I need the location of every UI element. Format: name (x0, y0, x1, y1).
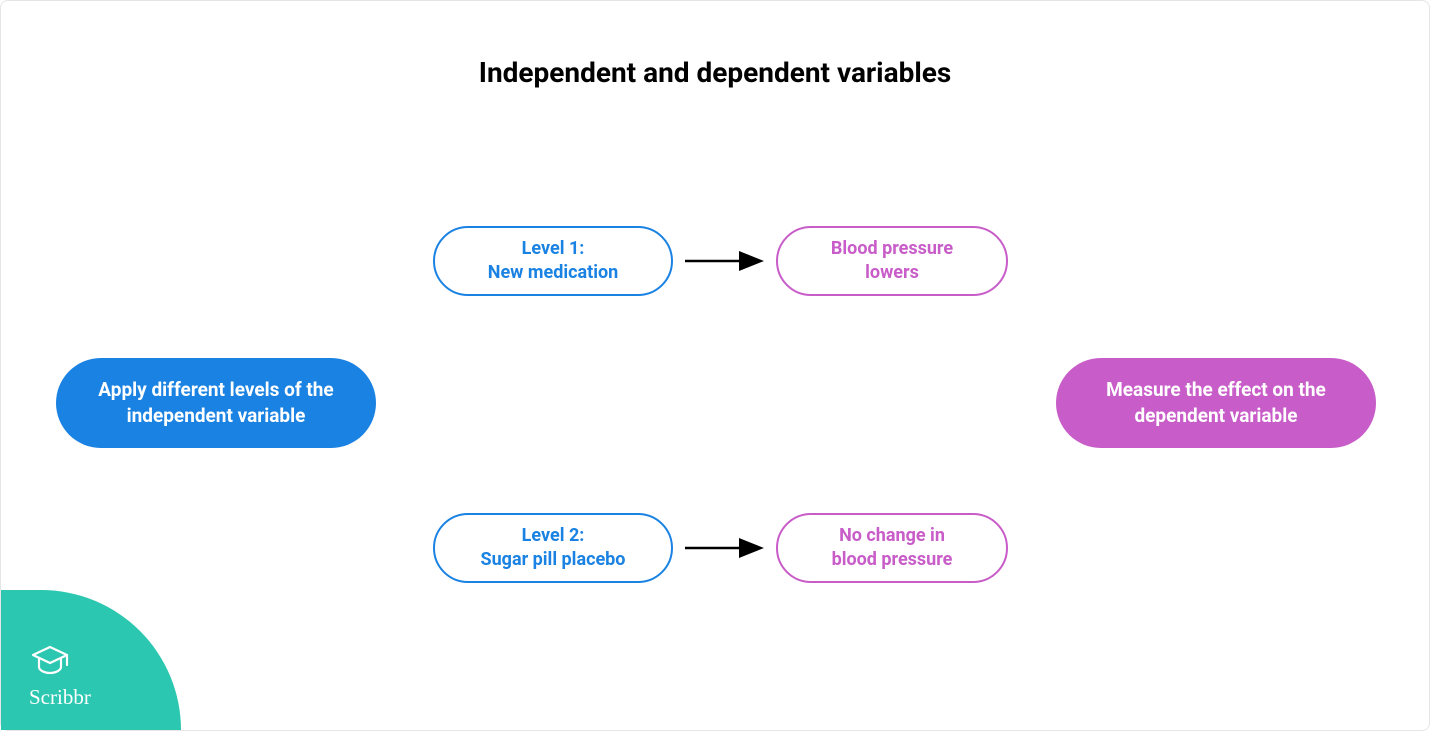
node-label: Blood pressure lowers (831, 237, 953, 286)
node-level1: Level 1: New medication (433, 226, 673, 296)
node-label: Level 2: Sugar pill placebo (481, 524, 626, 573)
arrow-level1-result1 (683, 251, 773, 271)
graduation-cap-icon (29, 643, 71, 679)
node-independent-variable: Apply different levels of the independen… (56, 358, 376, 448)
node-dependent-variable: Measure the effect on the dependent vari… (1056, 358, 1376, 448)
node-label: Apply different levels of the independen… (84, 377, 348, 428)
node-result1: Blood pressure lowers (776, 226, 1008, 296)
diagram-title: Independent and dependent variables (479, 56, 952, 89)
logo-badge: Scribbr (1, 590, 181, 730)
logo-text: Scribbr (29, 685, 91, 710)
node-level2: Level 2: Sugar pill placebo (433, 513, 673, 583)
diagram-container: Independent and dependent variables Appl… (0, 0, 1430, 731)
node-result2: No change in blood pressure (776, 513, 1008, 583)
node-label: Level 1: New medication (488, 237, 618, 286)
node-label: Measure the effect on the dependent vari… (1084, 377, 1348, 428)
node-label: No change in blood pressure (832, 524, 953, 573)
arrow-level2-result2 (683, 538, 773, 558)
